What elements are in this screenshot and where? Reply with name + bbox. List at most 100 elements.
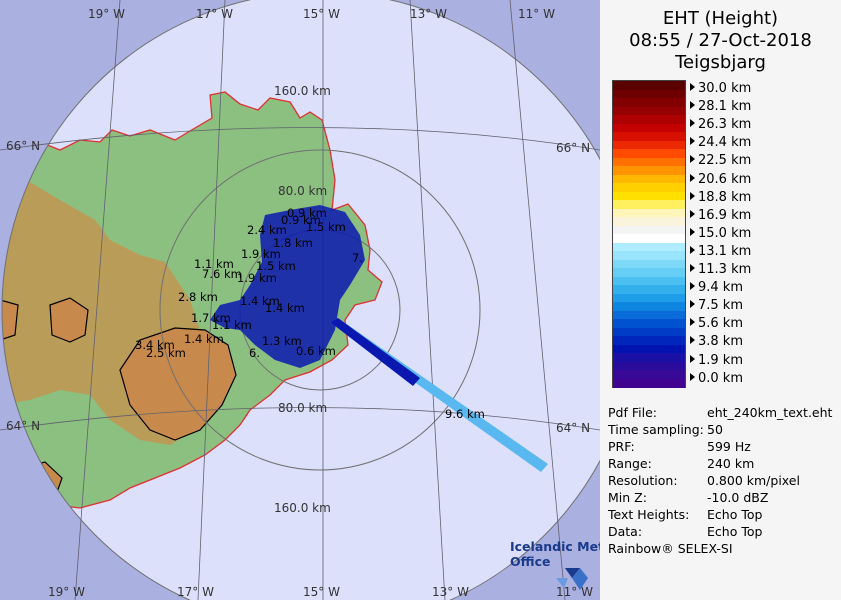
- scale-color-band: [613, 106, 685, 116]
- logo-mark-icon: [565, 568, 580, 578]
- height-label: 1.4 km: [265, 301, 305, 315]
- scale-color-band: [613, 361, 685, 371]
- scale-color-band: [613, 174, 685, 184]
- height-label: 0.9 km: [281, 213, 321, 227]
- range-ring-160: [159, 149, 481, 471]
- range-label: 160.0 km: [274, 501, 331, 515]
- range-label: 160.0 km: [274, 84, 331, 98]
- height-label: 2.5 km: [146, 346, 186, 360]
- scale-label: 7.5 km: [690, 297, 743, 315]
- scale-label-text: 9.4 km: [698, 280, 743, 296]
- scale-pointer-icon: [690, 282, 695, 291]
- scale-label-text: 26.3 km: [698, 117, 752, 133]
- info-value: Echo Top: [707, 524, 763, 539]
- scale-color-band: [613, 123, 685, 133]
- scale-label: 28.1 km: [690, 98, 751, 116]
- height-label: 1.7 km: [191, 311, 231, 325]
- info-value: 0.800 km/pixel: [707, 473, 800, 488]
- scale-pointer-icon: [690, 372, 695, 381]
- scale-pointer-icon: [690, 245, 695, 254]
- height-label: 1.3 km: [262, 334, 302, 348]
- radar-map: 0.9 km 0.9 km 1.5 km 2.4 km 1.8 km 1.9 k…: [0, 0, 600, 600]
- height-label: 1.9 km: [241, 247, 281, 261]
- lon-label-bottom: 19° W: [48, 585, 85, 599]
- scale-color-band: [613, 319, 685, 328]
- height-label: 0.9 km: [287, 206, 327, 220]
- scale-label: 20.6 km: [690, 171, 751, 189]
- graticule-labels: 19° W 17° W 15° W 13° W 11° W 19° W 17° …: [6, 7, 593, 599]
- info-row: PRF: 599 Hz: [608, 438, 838, 455]
- info-row: Min Z: -10.0 dBZ: [608, 489, 838, 506]
- scale-label-text: 11.3 km: [698, 262, 752, 277]
- info-row: Text Heights: Echo Top: [608, 506, 838, 523]
- info-key: Resolution:: [608, 473, 678, 488]
- info-row: Data: Echo Top: [608, 523, 838, 540]
- info-row: Pdf File: eht_240km_text.eht: [608, 404, 838, 421]
- info-key: Min Z:: [608, 490, 647, 505]
- scale-label: 30.0 km: [690, 80, 751, 98]
- height-labels: 0.9 km 0.9 km 1.5 km 2.4 km 1.8 km 1.9 k…: [135, 206, 485, 421]
- height-label: 7.6 km: [202, 267, 242, 281]
- range-ring-240: [1, 0, 600, 600]
- height-label: 1.5 km: [306, 220, 346, 234]
- scale-color-band: [613, 183, 685, 192]
- scale-label-text: 16.9 km: [698, 207, 752, 223]
- info-key: Text Heights:: [608, 507, 690, 522]
- height-label: 9.6 km: [445, 407, 485, 421]
- scale-color-band: [613, 353, 685, 362]
- lon-label-top: 11° W: [518, 7, 555, 21]
- info-key: Time sampling:: [608, 422, 704, 437]
- scale-label: 16.9 km: [690, 207, 751, 225]
- scale-label: 15.0 km: [690, 225, 751, 243]
- scale-label-text: 28.1 km: [698, 99, 752, 115]
- logo-text-line2: Office: [510, 554, 550, 569]
- info-row: Time sampling: 50: [608, 421, 838, 438]
- scale-pointer-icon: [690, 209, 695, 218]
- scale-pointer-icon: [690, 336, 695, 345]
- scale-pointer-icon: [690, 155, 695, 164]
- radar-station-name: Teigsbjarg: [675, 52, 766, 73]
- scale-label-text: 0.0 km: [698, 370, 743, 386]
- glacier-outline-3: [2, 299, 19, 341]
- scale-label: 0.0 km: [690, 370, 743, 388]
- scale-label-text: 1.9 km: [698, 352, 743, 368]
- scale-label-text: 3.8 km: [698, 334, 743, 350]
- scale-pointer-icon: [690, 354, 695, 363]
- lat-label-right: 66° N: [556, 141, 590, 155]
- scale-label-text: 20.6 km: [698, 171, 752, 187]
- lon-label-bottom: 17° W: [177, 585, 214, 599]
- scale-color-band: [613, 344, 685, 354]
- lat-label-left: 66° N: [6, 139, 40, 153]
- scale-label: 13.1 km: [690, 243, 751, 261]
- scale-pointer-icon: [690, 300, 695, 309]
- lon-label-bottom: 15° W: [303, 585, 340, 599]
- info-key: Pdf File:: [608, 405, 657, 420]
- height-label: 0.6 km: [296, 344, 336, 358]
- range-label: 80.0 km: [278, 184, 327, 198]
- scale-pointer-icon: [690, 173, 695, 182]
- scale-color-band: [613, 327, 685, 337]
- scale-label: 5.6 km: [690, 315, 743, 333]
- scale-color-band: [613, 259, 685, 269]
- scale-color-band: [613, 157, 685, 167]
- product-timestamp: 08:55 / 27-Oct-2018: [629, 30, 812, 51]
- height-label: 1.8 km: [273, 236, 313, 250]
- info-row: Resolution: 0.800 km/pixel: [608, 472, 838, 489]
- info-row: Range: 240 km: [608, 455, 838, 472]
- lon-label-top: 19° W: [88, 7, 125, 21]
- scale-color-band: [613, 115, 685, 124]
- height-label: 1.5 km: [256, 259, 296, 273]
- height-label: 2.8 km: [178, 290, 218, 304]
- iceland-land: [2, 92, 382, 508]
- scale-pointer-icon: [690, 264, 695, 272]
- scale-color-band: [613, 293, 685, 303]
- scale-pointer-icon: [690, 191, 695, 200]
- info-value: 599 Hz: [707, 439, 751, 454]
- info-value: 50: [707, 422, 723, 437]
- scale-pointer-icon: [690, 101, 695, 110]
- meridian-19w: [74, 0, 121, 600]
- scale-pointer-icon: [690, 137, 695, 146]
- scale-color-band: [613, 370, 685, 379]
- scale-label: 22.5 km: [690, 152, 751, 170]
- scale-label: 9.4 km: [690, 279, 743, 297]
